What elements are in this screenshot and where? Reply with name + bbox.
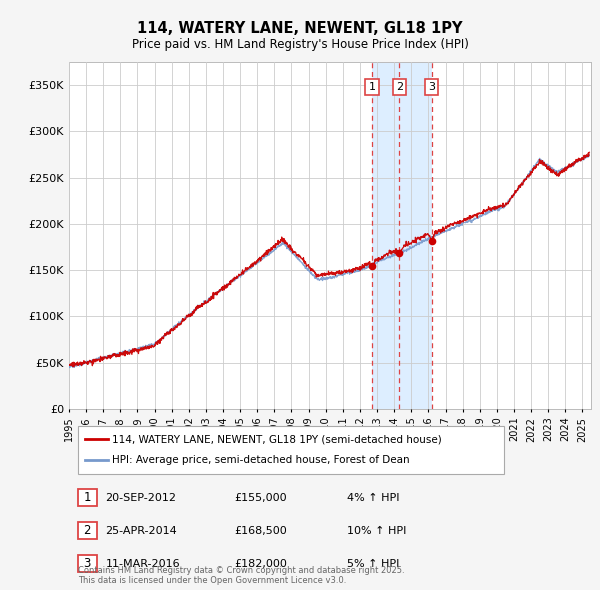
Text: 114, WATERY LANE, NEWENT, GL18 1PY (semi-detached house): 114, WATERY LANE, NEWENT, GL18 1PY (semi… (113, 434, 442, 444)
Text: 3: 3 (83, 557, 91, 570)
Text: 1: 1 (83, 491, 91, 504)
Text: 5% ↑ HPI: 5% ↑ HPI (347, 559, 400, 569)
FancyBboxPatch shape (78, 427, 504, 474)
Text: 3: 3 (428, 82, 435, 92)
Text: 4% ↑ HPI: 4% ↑ HPI (347, 493, 400, 503)
Text: 10% ↑ HPI: 10% ↑ HPI (347, 526, 407, 536)
FancyBboxPatch shape (78, 489, 97, 506)
Text: Price paid vs. HM Land Registry's House Price Index (HPI): Price paid vs. HM Land Registry's House … (131, 38, 469, 51)
Text: 2: 2 (83, 524, 91, 537)
Bar (372, 62, 431, 409)
FancyBboxPatch shape (78, 555, 97, 572)
Text: £182,000: £182,000 (235, 559, 287, 569)
Text: 2: 2 (396, 82, 403, 92)
Text: HPI: Average price, semi-detached house, Forest of Dean: HPI: Average price, semi-detached house,… (113, 455, 410, 466)
Text: 20-SEP-2012: 20-SEP-2012 (106, 493, 176, 503)
Text: 1: 1 (369, 82, 376, 92)
Text: £168,500: £168,500 (235, 526, 287, 536)
Text: 25-APR-2014: 25-APR-2014 (106, 526, 177, 536)
Text: £155,000: £155,000 (235, 493, 287, 503)
FancyBboxPatch shape (78, 522, 97, 539)
Text: 11-MAR-2016: 11-MAR-2016 (106, 559, 180, 569)
Text: Contains HM Land Registry data © Crown copyright and database right 2025.
This d: Contains HM Land Registry data © Crown c… (78, 566, 404, 585)
Text: 114, WATERY LANE, NEWENT, GL18 1PY: 114, WATERY LANE, NEWENT, GL18 1PY (137, 21, 463, 35)
